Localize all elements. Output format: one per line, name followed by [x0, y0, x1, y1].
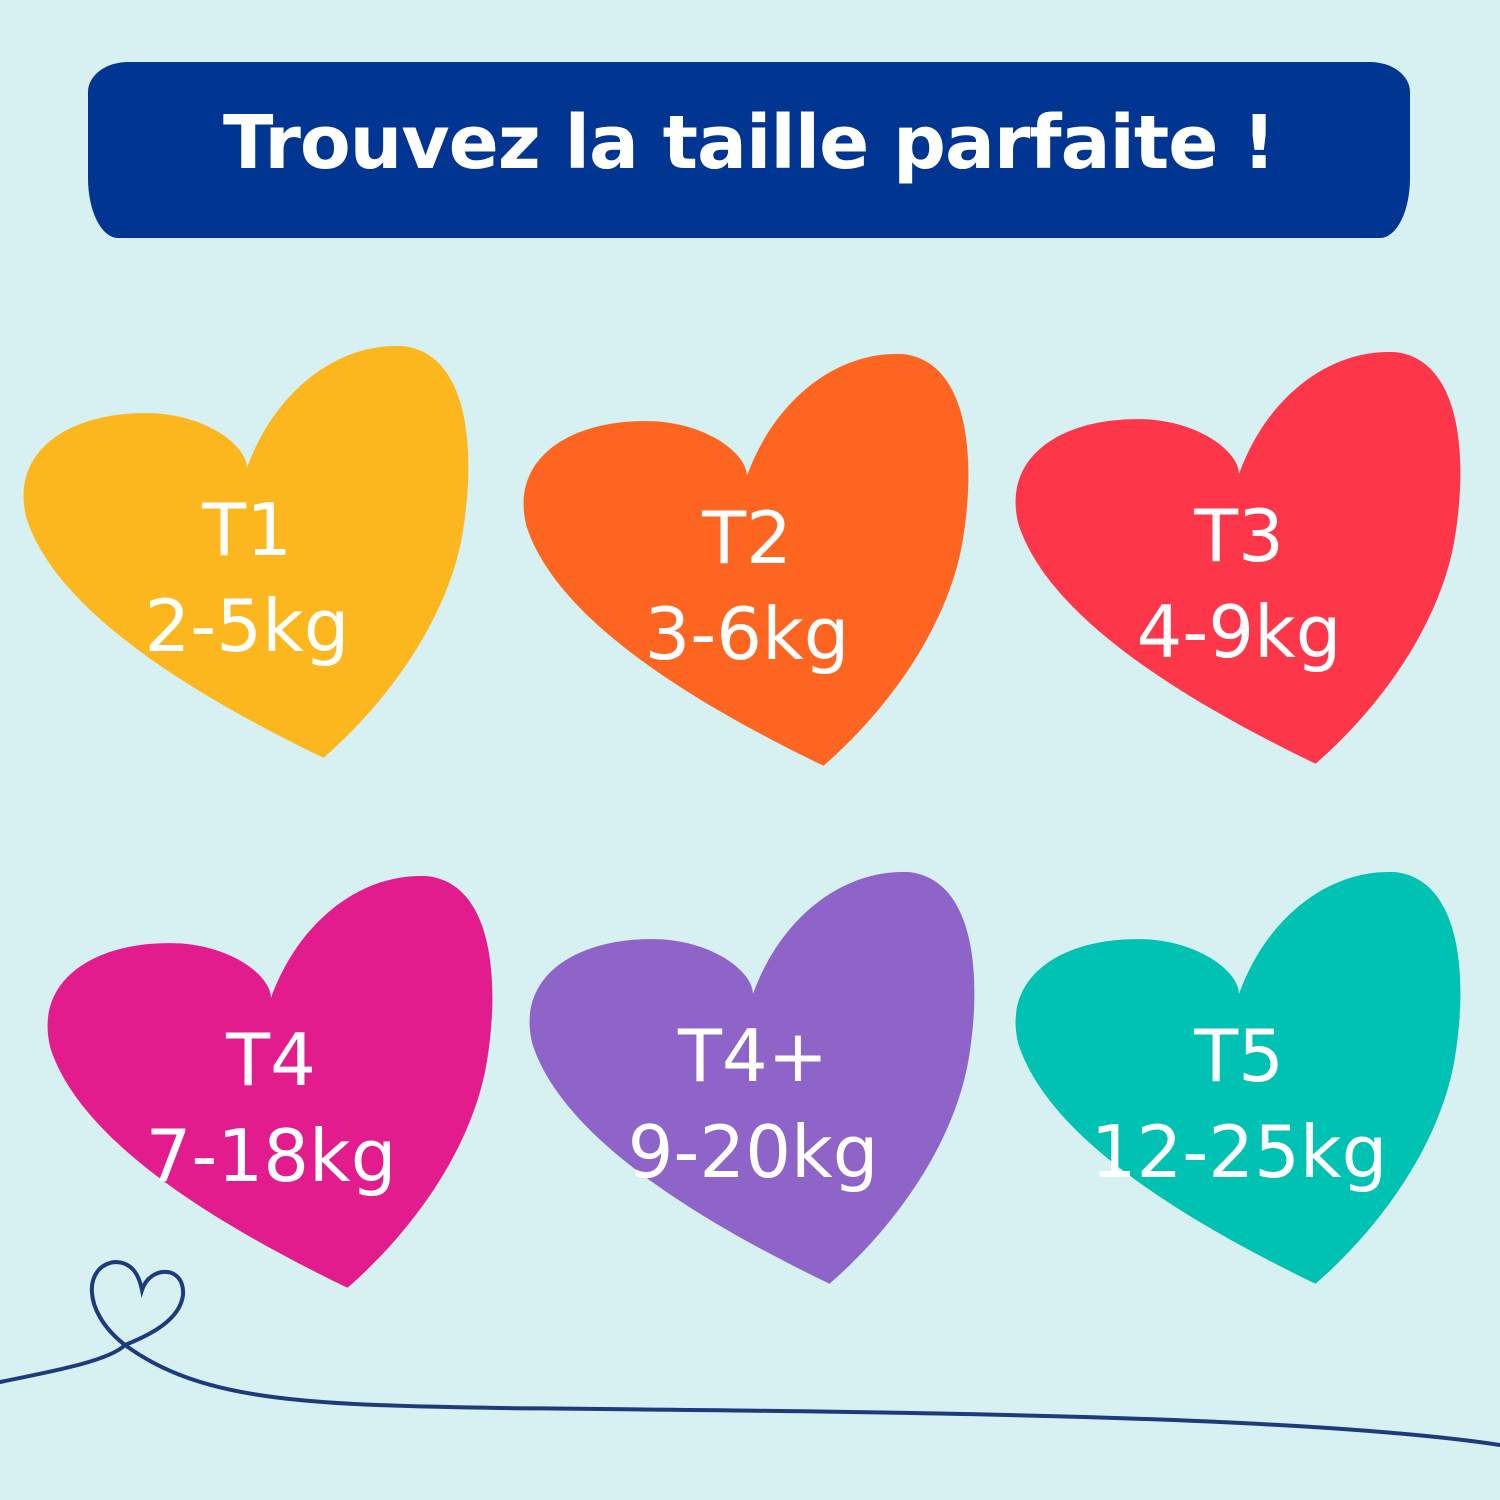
size-heart-t1: T1 2-5kg [22, 342, 472, 762]
size-label: T2 [702, 496, 792, 580]
size-heart-t3: T3 4-9kg [1014, 348, 1464, 768]
size-weight: 12-25kg [1090, 1110, 1388, 1194]
size-label: T4 [226, 1018, 316, 1102]
size-heart-t4: T4 7-18kg [46, 872, 496, 1292]
heart-icon [523, 353, 969, 766]
heart-icon [529, 871, 975, 1284]
size-label: T3 [1194, 494, 1284, 578]
heart-icon [1015, 351, 1461, 764]
heart-icon [47, 875, 493, 1288]
size-label: T5 [1194, 1014, 1284, 1098]
size-label: T1 [202, 488, 292, 572]
size-weight: 3-6kg [644, 592, 850, 676]
heart-icon [1015, 871, 1461, 1284]
size-heart-t4plus: T4+ 9-20kg [528, 868, 978, 1288]
page-title: Trouvez la taille parfaite ! [222, 100, 1276, 186]
size-weight: 2-5kg [144, 584, 350, 668]
size-heart-t2: T2 3-6kg [522, 350, 972, 770]
heart-icon [23, 345, 469, 758]
size-label: T4+ [677, 1014, 829, 1098]
size-weight: 9-20kg [627, 1110, 879, 1194]
size-weight: 4-9kg [1136, 590, 1342, 674]
size-heart-t5: T5 12-25kg [1014, 868, 1464, 1288]
size-weight: 7-18kg [145, 1114, 397, 1198]
title-banner: Trouvez la taille parfaite ! [88, 62, 1410, 238]
